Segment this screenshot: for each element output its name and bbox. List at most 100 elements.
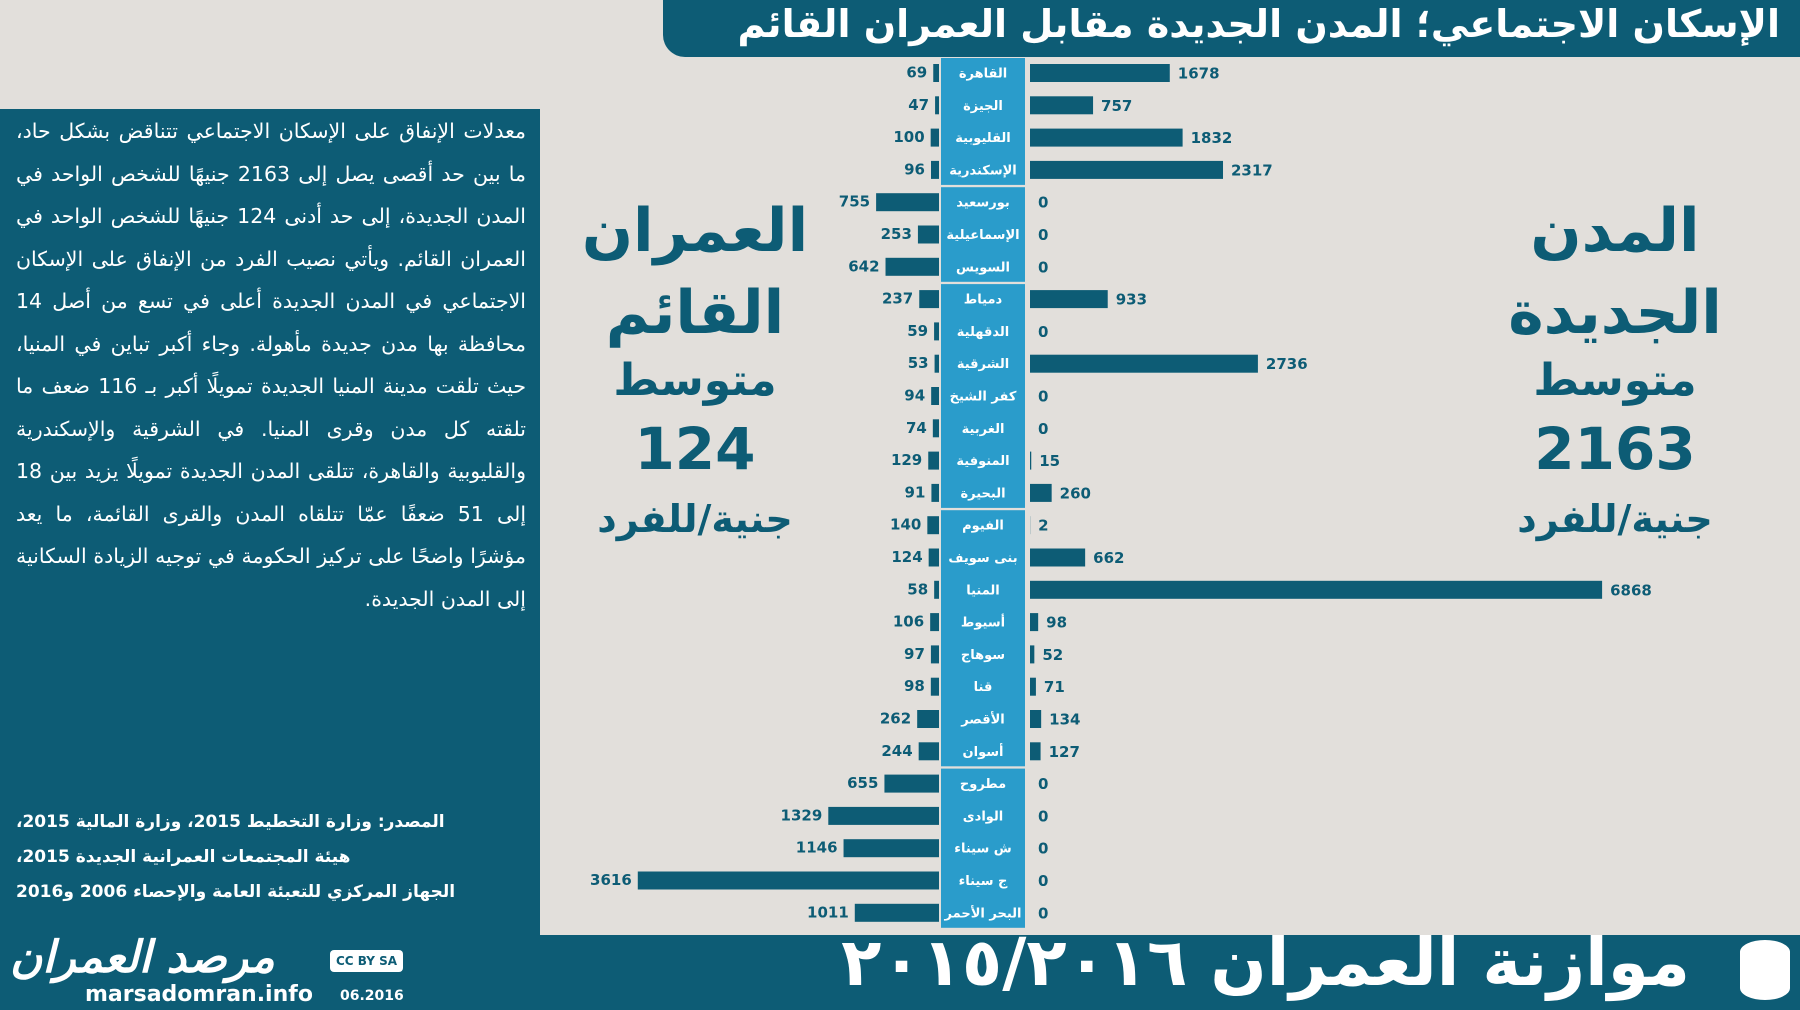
title: الإسكان الاجتماعي؛ المدن الجديدة مقابل ا…: [737, 2, 1781, 46]
bar: [876, 193, 939, 212]
bar: [930, 645, 939, 664]
category-column: [941, 510, 1025, 767]
bar: [1030, 548, 1086, 567]
license: CC BY SA: [330, 950, 404, 972]
bar: [918, 742, 939, 761]
bar: [1030, 645, 1035, 664]
bar: [935, 96, 939, 115]
source: المصدر: وزارة التخطيط 2015، وزارة المالي…: [16, 805, 526, 910]
bar: [927, 516, 939, 535]
category-label: أسوان: [963, 743, 1004, 760]
value-label: 1011: [807, 903, 849, 921]
value-label: 755: [839, 193, 870, 211]
category-label: الإسماعيلية: [946, 228, 1019, 243]
value-label: 0: [1038, 258, 1048, 276]
value-label: 74: [906, 419, 927, 437]
value-label: 1329: [781, 806, 823, 824]
value-label: 71: [1044, 678, 1065, 696]
category-label: كفر الشيخ: [950, 390, 1017, 405]
bar: [1030, 354, 1258, 373]
value-label: 15: [1039, 452, 1060, 470]
value-label: 0: [1038, 194, 1048, 212]
bar: [1030, 742, 1041, 761]
value-label: 0: [1038, 226, 1048, 244]
value-label: 0: [1038, 904, 1048, 922]
bar: [931, 160, 939, 179]
category-label: السويس: [956, 260, 1010, 275]
value-label: 0: [1038, 775, 1048, 793]
value-label: 127: [1049, 743, 1080, 761]
value-label: 1678: [1178, 65, 1220, 83]
value-label: 124: [891, 548, 922, 566]
bar: [919, 290, 939, 309]
category-label: القاهرة: [959, 67, 1007, 82]
logo: مرصد العمران: [10, 932, 275, 983]
bar: [1030, 677, 1036, 696]
value-label: 53: [908, 354, 929, 372]
value-label: 91: [905, 483, 926, 501]
bar: [930, 613, 939, 632]
category-label: بنى سويف: [948, 551, 1017, 566]
value-label: 2736: [1266, 355, 1308, 373]
value-label: 253: [881, 225, 912, 243]
website: marsadomran.info: [85, 982, 313, 1007]
category-label: الشرقية: [957, 357, 1009, 372]
value-label: 933: [1116, 291, 1147, 309]
source-line: الجهاز المركزي للتعبئة العامة والإحصاء 2…: [16, 882, 456, 902]
value-label: 140: [890, 516, 921, 534]
value-label: 260: [1060, 484, 1091, 502]
category-label: الدقهلية: [957, 325, 1009, 340]
value-label: 94: [904, 387, 925, 405]
category-label: ش سيناء: [954, 842, 1011, 857]
category-label: الفيوم: [962, 519, 1004, 534]
footer-title: موازنة العمران ٢٠١٥/٢٠١٦: [841, 924, 1690, 1001]
value-label: 96: [904, 160, 925, 178]
value-label: 0: [1038, 872, 1048, 890]
category-column: [941, 284, 1025, 508]
bar: [930, 677, 939, 696]
unit: جنية/للفرد: [1517, 497, 1713, 541]
bar: [884, 774, 939, 793]
bar: [1030, 160, 1224, 179]
category-label: الجيزة: [963, 99, 1003, 114]
value-label: 98: [1046, 614, 1067, 632]
series-name: العمران القائم: [581, 196, 809, 348]
category-column: [941, 768, 1025, 928]
paragraph: معدلات الإنفاق على الإسكان الاجتماعي تتن…: [16, 119, 527, 611]
bar: [1030, 96, 1094, 115]
value-label: 655: [847, 774, 878, 792]
category-label: المنيا: [966, 583, 1000, 598]
value-label: 0: [1038, 840, 1048, 858]
category-label: سوهاج: [961, 648, 1005, 663]
value-label: 642: [848, 257, 879, 275]
value-label: 47: [908, 96, 929, 114]
bar: [1030, 451, 1032, 470]
bar: [1030, 580, 1603, 599]
text-panel: [0, 109, 540, 935]
category-label: البحيرة: [960, 486, 1005, 501]
category-label: ج سيناء: [959, 874, 1008, 889]
category-label: مطروح: [960, 777, 1006, 792]
footer-bar: [0, 935, 1800, 1010]
category-label: قنا: [974, 680, 993, 695]
value-label: 3616: [590, 871, 632, 889]
value-label: 244: [881, 742, 912, 760]
value-label: 59: [907, 322, 928, 340]
value-label: 69: [906, 64, 927, 82]
unit: جنية/للفرد: [597, 497, 793, 541]
category-label: بورسعيد: [956, 196, 1009, 211]
bar: [931, 387, 939, 405]
value-label: 2317: [1231, 161, 1273, 179]
value-label: 0: [1038, 807, 1048, 825]
value-label: 98: [904, 677, 925, 695]
bar: [1030, 483, 1052, 502]
category-column: [941, 58, 1025, 185]
value-label: 262: [880, 710, 911, 728]
category-column: [941, 187, 1025, 282]
bar: [933, 64, 939, 82]
value-label: 6868: [1610, 581, 1652, 599]
category-label: الغربية: [962, 422, 1005, 437]
bar: [828, 806, 939, 825]
